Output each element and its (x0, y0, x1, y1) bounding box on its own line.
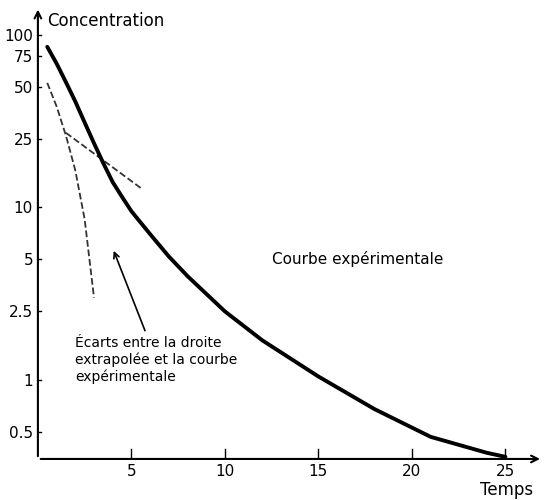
Text: Temps: Temps (480, 482, 533, 500)
Text: Courbe expérimentale: Courbe expérimentale (272, 252, 443, 268)
Text: Écarts entre la droite
extrapolée et la courbe
expérimentale: Écarts entre la droite extrapolée et la … (75, 252, 237, 384)
Text: Concentration: Concentration (47, 12, 165, 30)
